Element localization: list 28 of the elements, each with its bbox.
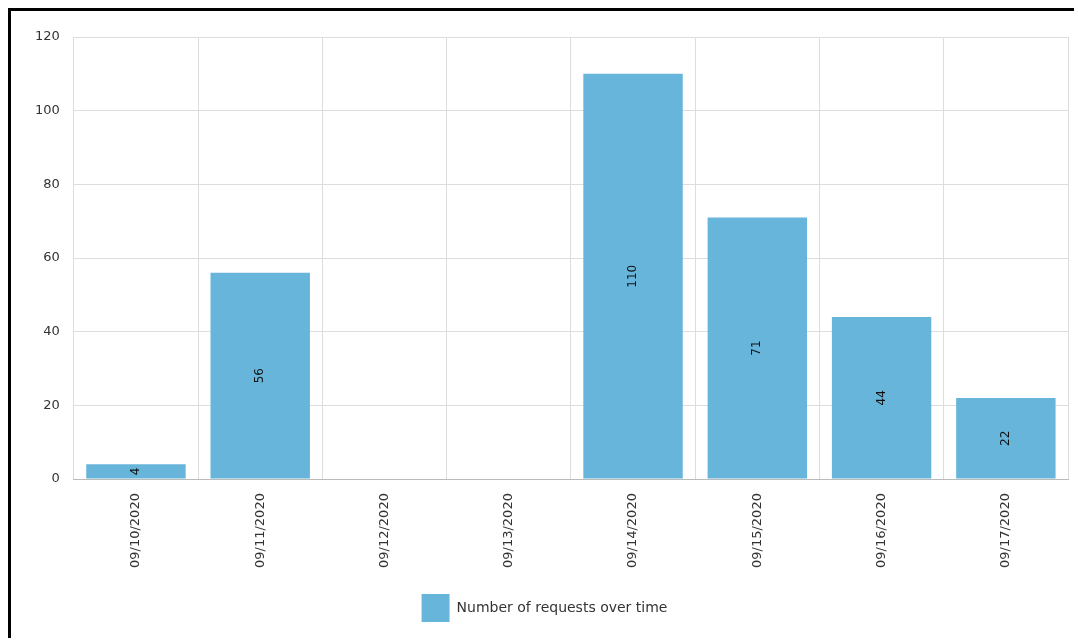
bar [86,464,186,479]
x-tick-label: 09/11/2020 [251,493,267,569]
y-tick-label: 100 [34,102,60,118]
bar [707,217,808,479]
y-tick-label: 20 [43,396,60,412]
bar [583,73,683,479]
legend-label: Number of requests over time [456,598,668,615]
data-label: 110 [625,264,640,288]
y-tick-label: 120 [34,28,60,44]
bar [956,398,1056,479]
x-tick-label: 09/12/2020 [375,493,391,569]
x-tick-label: 09/16/2020 [872,493,888,569]
x-tick-label: 09/14/2020 [624,493,640,569]
data-label: 22 [997,430,1012,446]
x-tick-label: 09/13/2020 [500,493,516,569]
x-tick-label: 09/15/2020 [748,493,764,569]
data-label: 71 [749,340,764,356]
data-label: 4 [128,467,143,476]
bar [831,316,932,479]
y-tick-label: 40 [43,323,60,339]
data-label: 56 [252,368,267,384]
y-tick-label: 60 [43,249,60,265]
x-tick-label: 09/10/2020 [127,493,143,569]
x-tick-label: 09/17/2020 [997,493,1013,569]
y-tick-label: 80 [43,175,60,191]
bar [210,272,310,479]
y-tick-label: 0 [51,470,60,486]
data-label: 44 [873,390,888,406]
